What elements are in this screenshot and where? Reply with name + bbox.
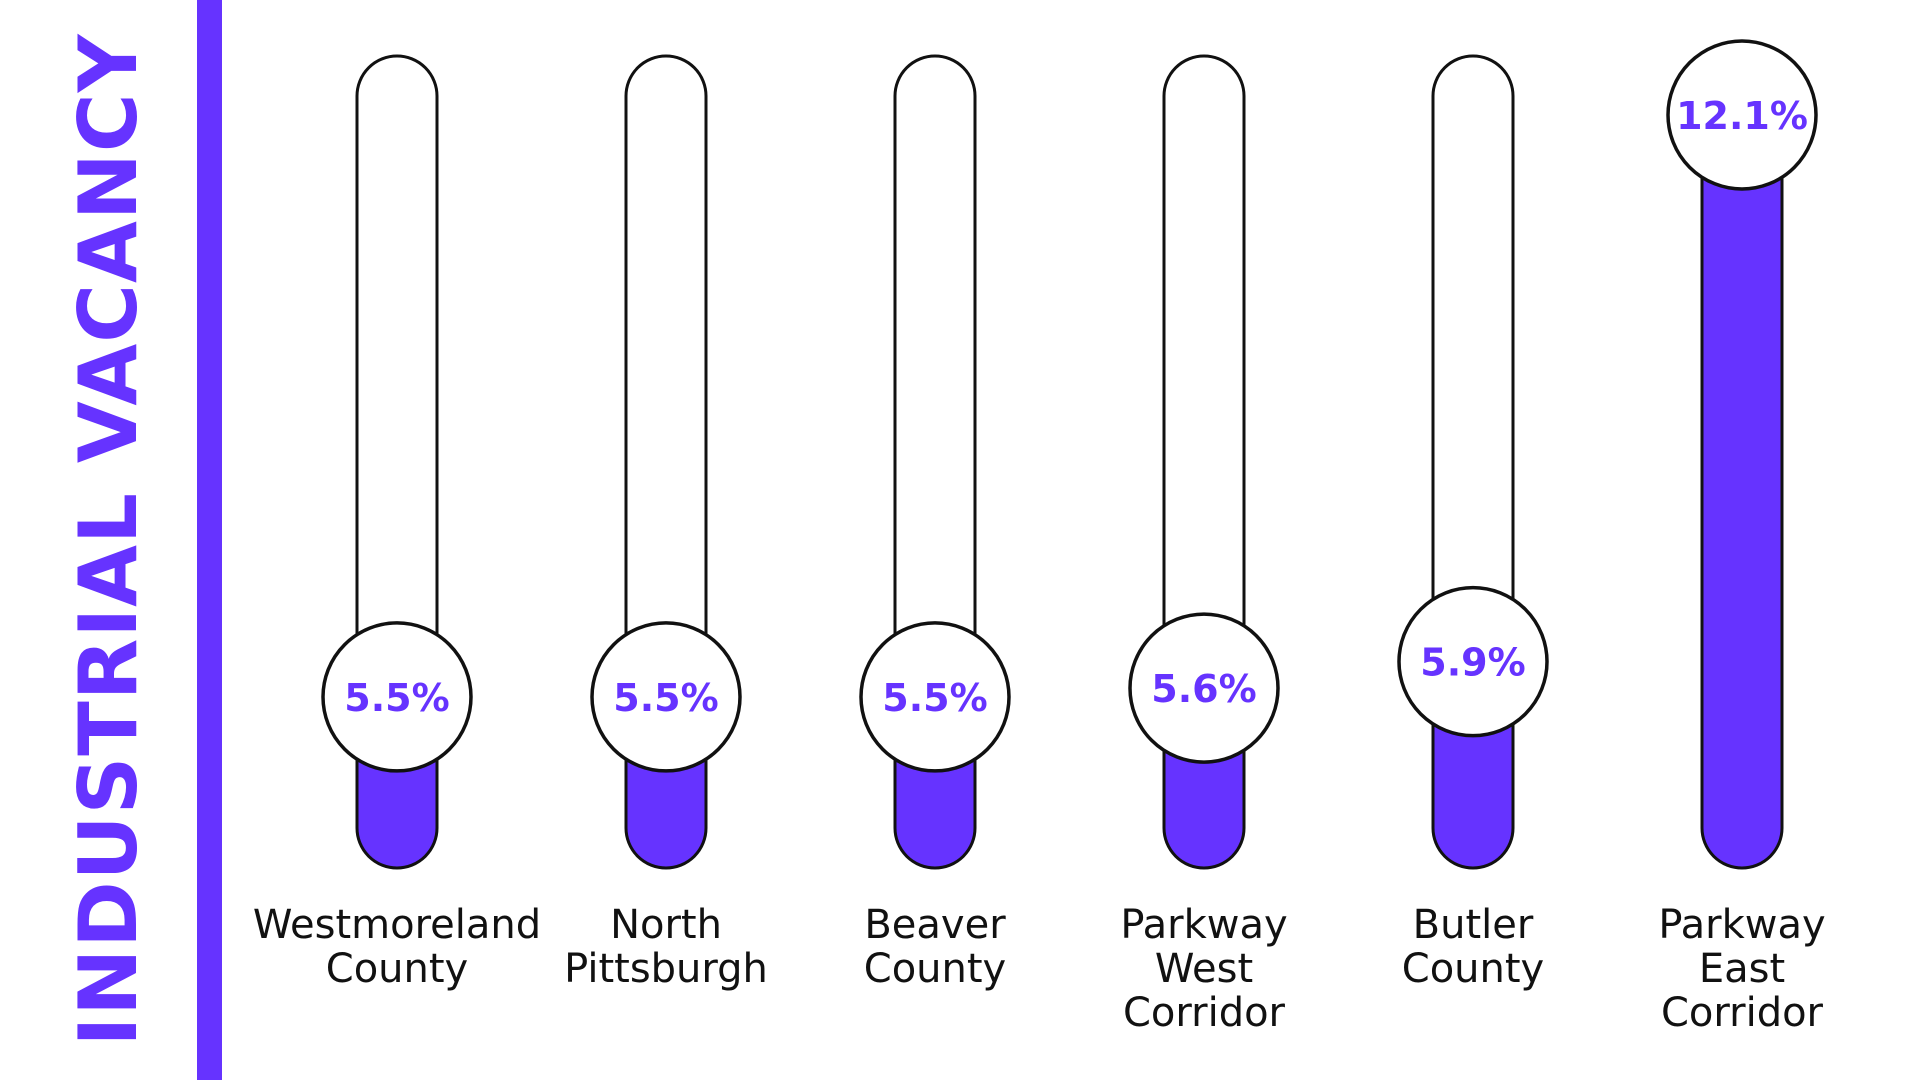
- value-marker: [859, 621, 1011, 773]
- tube-outline: [893, 54, 977, 870]
- bar-5: 12.1% Parkway East Corridor: [1658, 39, 1826, 1036]
- value-marker: [590, 621, 742, 773]
- value-label: 5.5%: [882, 676, 987, 720]
- category-label: Butler County: [1402, 902, 1544, 992]
- category-label: Parkway West Corridor: [1120, 902, 1287, 1036]
- value-label: 5.5%: [613, 676, 718, 720]
- tube-outline: [355, 54, 439, 870]
- category-label: North Pittsburgh: [564, 902, 768, 992]
- accent-divider-bar: [197, 0, 222, 1080]
- category-label: Parkway East Corridor: [1658, 902, 1825, 1036]
- value-marker: [1397, 585, 1549, 738]
- value-marker: [321, 621, 473, 773]
- value-label: 5.6%: [1151, 667, 1256, 711]
- bar-2: 5.5% Beaver County: [859, 54, 1011, 992]
- value-marker: [1128, 612, 1280, 764]
- chart-title: INDUSTRIAL VACANCY: [62, 33, 155, 1046]
- bar-0: 5.5% Westmoreland County: [253, 54, 541, 992]
- category-label: Westmoreland County: [253, 902, 541, 992]
- category-label: Beaver County: [864, 902, 1006, 992]
- bar-1: 5.5% North Pittsburgh: [564, 54, 768, 992]
- value-label: 12.1%: [1676, 94, 1808, 138]
- bars-group: 5.5% Westmoreland County 5.5% North Pittsburg…: [253, 39, 1826, 1036]
- tube-outline: [624, 54, 708, 870]
- bar-fill: [1702, 115, 1782, 868]
- bar-3: 5.6% Parkway West Corridor: [1120, 54, 1288, 1036]
- value-label: 5.5%: [344, 676, 449, 720]
- tube-outline: [1162, 54, 1246, 870]
- bar-4: 5.9% Butler County: [1397, 54, 1549, 992]
- tube-outline: [1431, 54, 1515, 870]
- value-marker: [1666, 39, 1818, 191]
- value-label: 5.9%: [1420, 641, 1525, 685]
